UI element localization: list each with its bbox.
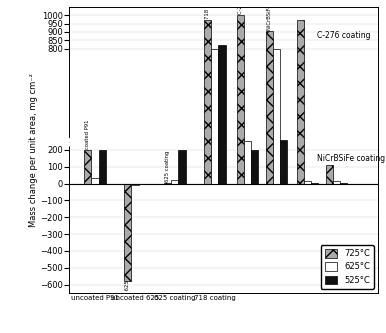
Bar: [237, 15, 244, 183]
Bar: [304, 181, 311, 183]
Bar: [280, 140, 288, 183]
Bar: [204, 20, 211, 183]
Bar: [124, 183, 131, 281]
Text: 718 coating: 718 coating: [194, 295, 236, 301]
Text: coated P91: coated P91: [85, 120, 90, 149]
Bar: [251, 150, 258, 183]
Bar: [273, 49, 280, 183]
Text: NiCrBSiFe coating: NiCrBSiFe coating: [317, 154, 384, 163]
Bar: [131, 183, 139, 185]
Legend: 725°C, 625°C, 525°C: 725°C, 625°C, 525°C: [321, 245, 374, 289]
Bar: [244, 142, 251, 183]
Y-axis label: Mass change per unit area, mg cm⁻²: Mass change per unit area, mg cm⁻²: [29, 73, 37, 227]
Bar: [218, 45, 226, 183]
Bar: [171, 180, 178, 183]
Text: uncoated P91: uncoated P91: [71, 295, 119, 301]
Text: C-276 coating: C-276 coating: [317, 31, 370, 40]
Bar: [333, 181, 340, 183]
Bar: [211, 49, 218, 183]
Text: 718 coating: 718 coating: [205, 0, 210, 19]
Text: NiCrBSiFe coa.: NiCrBSiFe coa.: [267, 0, 272, 30]
Text: 625 coating: 625 coating: [154, 295, 196, 301]
Bar: [98, 150, 106, 183]
Bar: [266, 31, 273, 183]
Bar: [178, 150, 186, 183]
Text: coated 625: coated 625: [125, 280, 130, 310]
Bar: [326, 165, 333, 183]
Text: 625 coating: 625 coating: [165, 151, 170, 182]
Bar: [91, 178, 98, 183]
Bar: [84, 150, 91, 183]
Bar: [296, 20, 304, 183]
Text: C-276 coating: C-276 coating: [238, 0, 243, 14]
Text: uncoated 625: uncoated 625: [111, 295, 159, 301]
